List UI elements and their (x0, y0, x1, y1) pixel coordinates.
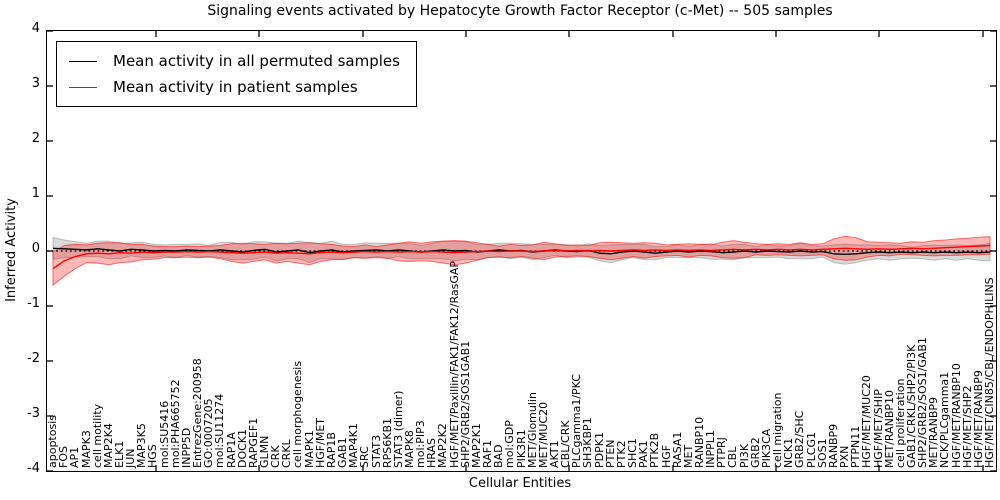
legend-item-permuted: Mean activity in all permuted samples (69, 48, 400, 74)
x-tick-label: SH3KBP1 (581, 417, 595, 468)
y-tick-label: 4 (31, 21, 40, 36)
x-tick-label: AP1 (68, 446, 82, 468)
x-tick-label: MAPK3 (79, 430, 93, 468)
legend-label: Mean activity in all permuted samples (113, 52, 400, 70)
y-tick-label: -1 (27, 296, 40, 311)
y-tick-label: 1 (31, 186, 40, 201)
chart-title: Signaling events activated by Hepatocyte… (207, 3, 833, 19)
x-tick-label: HGF (659, 444, 673, 468)
y-tick-label: 3 (31, 76, 40, 91)
x-tick-label: PI3K (737, 443, 751, 468)
y-tick-label: 0 (31, 241, 40, 256)
x-tick-label: mol:SU5416 (157, 400, 171, 468)
legend-box: Mean activity in all permuted samples Me… (56, 41, 417, 107)
y-tick-label: -2 (27, 351, 40, 366)
x-tick-label: RPS6KB1 (380, 417, 394, 468)
x-tick-label: MAP2K2 (436, 423, 450, 468)
y-tick-label: -4 (27, 461, 40, 476)
y-tick-label: 2 (31, 131, 40, 146)
legend-item-patient: Mean activity in patient samples (69, 74, 400, 100)
x-axis-label: Cellular Entities (468, 476, 572, 491)
plot-svg (47, 31, 996, 471)
x-tick-label: GRB2/SHC (793, 410, 807, 468)
x-tick-label: STAT3 (369, 434, 383, 468)
x-tick-label: CBL (726, 446, 740, 468)
x-tick-label: cell motility (90, 403, 104, 468)
plot-area (46, 30, 997, 472)
x-tick-label: HGF/MET/RANBP10 (949, 363, 963, 468)
x-tick-label: PLCG1 (804, 432, 818, 468)
x-tick-label: RAP1A (224, 432, 238, 468)
x-tick-label: DOCK1 (235, 428, 249, 468)
legend-line-black (69, 60, 97, 62)
x-tick-label: HGS (146, 444, 160, 468)
legend-label: Mean activity in patient samples (113, 78, 358, 96)
x-tick-label: HGF/MET/Paxillin/FAK1/FAK12/RasGAP (447, 260, 461, 468)
x-tick-label: HGF/MET/CIN85/CBL/ENDOPHILINS (983, 277, 996, 468)
x-tick-label: PTK2B (648, 432, 662, 468)
x-tick-label: NCK/PLCgamma1 (938, 371, 952, 468)
x-tick-label: PDPK1 (592, 432, 606, 468)
x-tick-label: MET/RANBP10 (882, 390, 896, 468)
x-tick-label: PIK3R1 (514, 429, 528, 468)
x-tick-label: HGF/MET/MUC20 (860, 375, 874, 468)
x-tick-label: SRC (358, 446, 372, 468)
y-tick-label: -3 (27, 406, 40, 421)
x-tick-label: cell morphogenesis (291, 360, 305, 468)
x-tick-label: HGF/MET/SHIP (871, 389, 885, 468)
x-tick-label: mol:GDP (503, 420, 517, 468)
x-tick-label: MAPK1 (302, 430, 316, 468)
x-tick-label: mol:SU11274 (213, 393, 227, 468)
legend-line-red (69, 86, 97, 88)
